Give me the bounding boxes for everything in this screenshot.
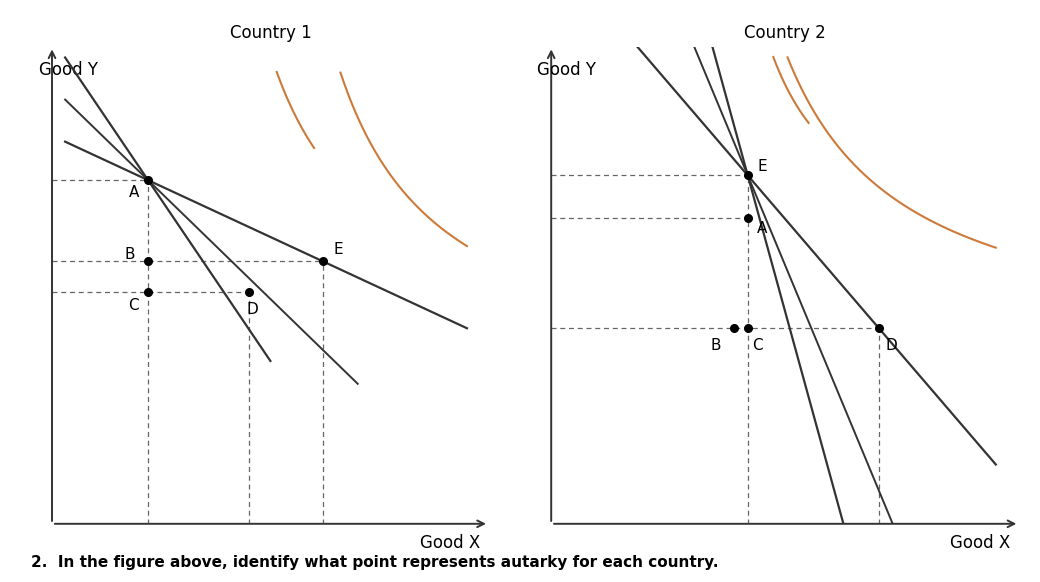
Text: B: B bbox=[124, 247, 134, 262]
Text: Good X: Good X bbox=[420, 534, 480, 552]
Text: Good Y: Good Y bbox=[538, 61, 596, 79]
Text: C: C bbox=[753, 338, 763, 353]
Text: E: E bbox=[757, 159, 766, 173]
Text: C: C bbox=[129, 299, 139, 314]
Title: Country 2: Country 2 bbox=[745, 24, 826, 42]
Text: 2.  In the figure above, identify what point represents autarky for each country: 2. In the figure above, identify what po… bbox=[31, 555, 719, 570]
Text: A: A bbox=[757, 221, 768, 236]
Text: A: A bbox=[129, 185, 138, 200]
Text: Good X: Good X bbox=[950, 534, 1010, 552]
Text: B: B bbox=[710, 338, 721, 353]
Text: D: D bbox=[246, 302, 258, 317]
Title: Country 1: Country 1 bbox=[230, 24, 311, 42]
Text: E: E bbox=[334, 242, 343, 257]
Text: Good Y: Good Y bbox=[38, 61, 98, 79]
Text: D: D bbox=[886, 338, 898, 353]
